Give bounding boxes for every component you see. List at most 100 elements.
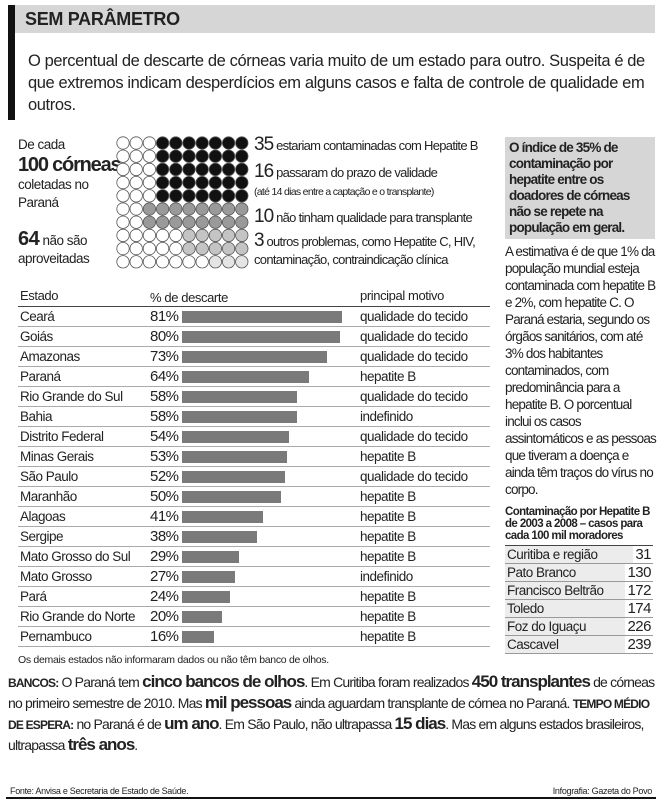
discard-bar — [182, 330, 341, 343]
text: de córneas no primeiro semestre de 2010.… — [8, 674, 655, 711]
table-row: Rio Grande do Norte 20% hepatite B — [18, 607, 490, 627]
motivo: hepatite B — [360, 369, 416, 384]
discard-bar — [182, 310, 343, 323]
emphasis: 450 transplantes — [471, 672, 591, 691]
annotation-sub: (até 14 dias entre a captação e o transp… — [254, 186, 434, 198]
discard-value: 52% — [150, 468, 179, 485]
motivo: qualidade do tecido — [360, 329, 468, 344]
hepatite-row: Curitiba e região 31 — [505, 546, 653, 564]
table-row: Minas Gerais 53% hepatite B — [18, 447, 490, 467]
cornea-dot — [116, 162, 130, 177]
table-row: Pernambuco 16% hepatite B — [18, 627, 490, 647]
discard-value: 53% — [150, 448, 179, 465]
cornea-dot — [129, 175, 143, 190]
motivo: hepatite B — [360, 609, 416, 624]
state-name: Distrito Federal — [20, 429, 104, 444]
hepatite-title: Contaminação por Hepatite B de 2003 a 20… — [505, 506, 653, 546]
cornea-dot — [235, 215, 249, 229]
discard-value: 73% — [150, 348, 179, 365]
discard-value: 41% — [150, 508, 179, 525]
cornea-dot — [235, 162, 249, 177]
discard-value: 81% — [150, 308, 179, 325]
discard-bar — [182, 350, 327, 363]
motivo: qualidade do tecido — [360, 429, 468, 444]
col-descarte: % de descarte — [150, 289, 228, 305]
cornea-dot — [195, 136, 209, 150]
cases: 172 — [627, 582, 651, 599]
annotation-count: 3 — [254, 230, 265, 251]
table-row: Pará 24% hepatite B — [18, 587, 490, 607]
emphasis: três anos — [67, 735, 136, 754]
discard-value: 58% — [150, 408, 179, 425]
text: . Em Curitiba foram realizados — [304, 674, 472, 690]
cornea-dot — [142, 228, 157, 243]
discard-bar — [182, 450, 287, 463]
cornea-dot — [155, 136, 170, 150]
cornea-dot — [222, 215, 236, 229]
city: Foz do Iguaçu — [505, 618, 626, 635]
discard-value: 29% — [150, 548, 179, 565]
cornea-dot — [195, 149, 209, 163]
cornea-dot — [142, 255, 157, 269]
discard-bar — [182, 430, 289, 443]
cornea-dot — [208, 202, 223, 216]
cornea-dot — [169, 162, 183, 177]
cornea-dot — [116, 228, 130, 243]
table-row: Mato Grosso do Sul 29% hepatite B — [18, 547, 490, 567]
cornea-dot — [155, 149, 170, 163]
cases: 226 — [627, 618, 651, 635]
cornea-dot — [222, 242, 236, 256]
cornea-dot — [169, 228, 183, 243]
emphasis: um ano — [164, 714, 219, 733]
cornea-dot — [169, 149, 183, 163]
cornea-dot — [222, 189, 236, 203]
table-row: Mato Grosso 27% indefinido — [18, 567, 490, 587]
text: ainda aguardam transplante de córnea no … — [291, 695, 573, 711]
hepatite-row: Pato Branco 130 — [505, 564, 653, 582]
cornea-dot — [116, 189, 130, 203]
state-name: Rio Grande do Norte — [20, 609, 136, 624]
annotation-text: estariam contaminadas com Hepatite B — [276, 138, 478, 153]
discard-bar — [182, 370, 309, 383]
cornea-dot — [195, 202, 209, 216]
discard-bar — [182, 570, 236, 583]
cornea-dot — [182, 175, 196, 190]
cornea-dot — [208, 175, 223, 190]
cornea-dot — [129, 149, 143, 163]
table-row: Ceará 81% qualidade do tecido — [18, 307, 490, 327]
dot-annotation: 16 passaram do prazo de validade (até 14 … — [254, 161, 438, 198]
cornea-dot — [155, 242, 170, 256]
label-line: coletadas no — [18, 177, 89, 192]
annotation-count: 35 — [254, 134, 274, 155]
table-row: São Paulo 52% qualidade do tecido — [18, 467, 490, 487]
cornea-dot — [129, 202, 143, 216]
table-row: Bahia 58% indefinido — [18, 407, 490, 427]
cornea-dot — [116, 136, 130, 150]
cornea-dot — [169, 202, 183, 216]
unused-text: não são aproveitadas — [18, 233, 90, 266]
discard-value: 38% — [150, 528, 179, 545]
annotation-sub: contaminação, contraindicação clínica — [254, 252, 448, 267]
discard-bar — [182, 610, 222, 623]
motivo: hepatite B — [360, 489, 416, 504]
cornea-dot — [222, 162, 236, 177]
state-name: Minas Gerais — [20, 449, 94, 464]
discard-bar — [182, 490, 281, 503]
discard-cell: 64% — [150, 367, 360, 386]
motivo: qualidade do tecido — [360, 469, 468, 484]
cornea-dot — [155, 228, 170, 243]
cornea-dot — [155, 162, 170, 177]
discard-bar — [182, 530, 258, 543]
cornea-dot — [129, 215, 143, 229]
cornea-dot — [235, 202, 249, 216]
discard-cell: 53% — [150, 447, 360, 466]
motivo: indefinido — [360, 409, 413, 424]
intro-text: O percentual de descarte de córneas vari… — [28, 52, 645, 114]
state-name: Sergipe — [20, 529, 64, 544]
cornea-dot — [116, 242, 130, 256]
cornea-dot — [116, 202, 130, 216]
cornea-dot — [235, 242, 249, 256]
cornea-dot — [208, 149, 223, 163]
label-line: Paraná — [18, 195, 59, 210]
discard-cell: 52% — [150, 467, 360, 486]
